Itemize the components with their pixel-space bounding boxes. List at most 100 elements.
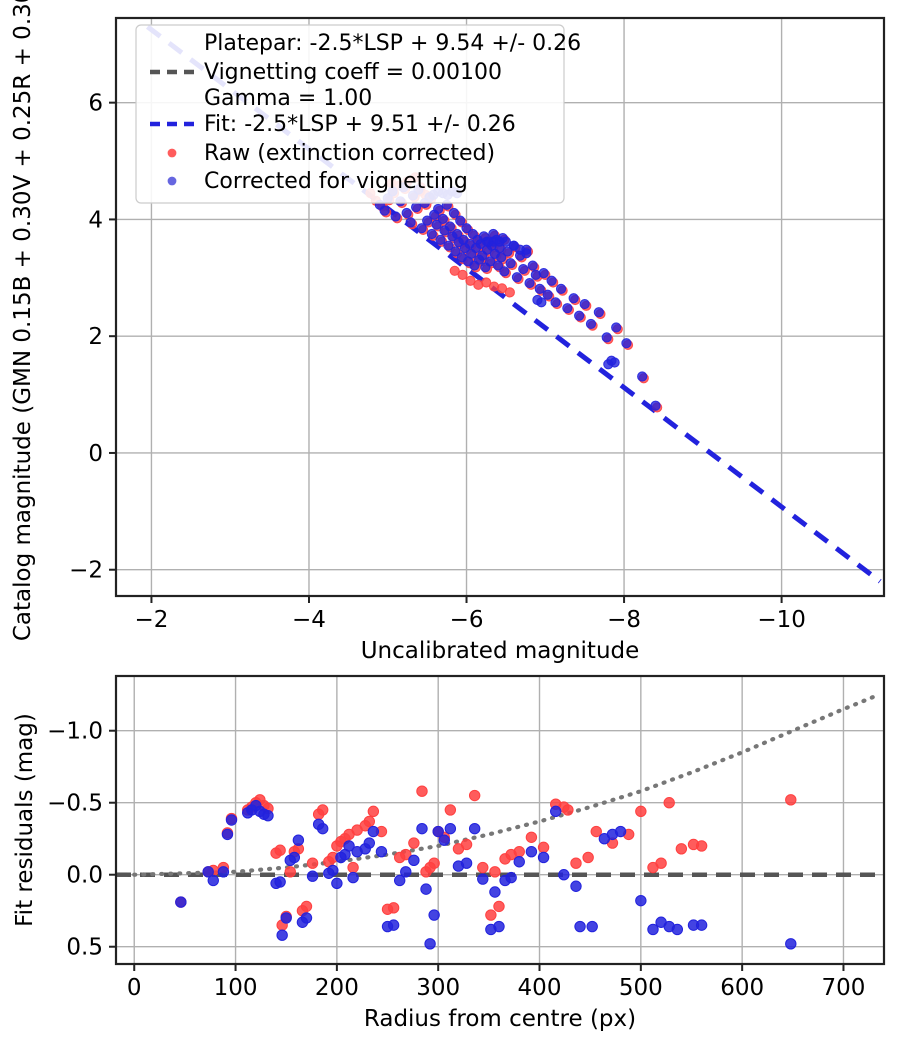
data-point (316, 822, 329, 835)
grid-bottom (116, 676, 884, 964)
data-point (524, 277, 535, 289)
data-point (426, 228, 437, 240)
data-point (316, 804, 329, 816)
data-point (489, 866, 501, 878)
data-point (586, 920, 598, 933)
x-tick-label-top: −10 (757, 607, 806, 633)
y-tick-label-top: 0 (88, 441, 103, 467)
data-point (422, 215, 433, 226)
data-point (585, 318, 597, 330)
data-point (306, 870, 319, 882)
data-point (550, 805, 562, 818)
ticks-bottom: 0 100 200 300 400 500 600 700 0.5 0.0 −0.5 −1.0 (47, 719, 865, 1001)
data-point (288, 851, 301, 864)
data-point (468, 822, 481, 835)
data-point (465, 275, 476, 286)
data-point (481, 236, 493, 247)
data-point (217, 866, 230, 878)
data-point (276, 929, 288, 941)
data-point (460, 857, 473, 869)
data-point (647, 923, 659, 936)
data-point (431, 219, 442, 230)
data-point (443, 240, 454, 251)
data-point (579, 298, 590, 310)
data-point (435, 234, 446, 245)
data-point (570, 857, 582, 869)
legend-label: Platepar: -2.5*LSP + 9.54 +/- 0.26 (204, 31, 581, 56)
y-axis-title-bottom: Fit residuals (mag) (12, 713, 38, 927)
fit-line-group-top (145, 24, 882, 584)
data-point (416, 822, 428, 835)
data-point (411, 202, 422, 213)
data-point (582, 851, 594, 864)
panel-fit-residuals: 0 100 200 300 400 500 600 700 0.5 0.0 −0.5 −1.0 Radi… (12, 674, 886, 1032)
legend-label: Raw (extinction corrected) (204, 141, 495, 166)
x-tick-label-top: −2 (134, 607, 168, 633)
data-point (424, 938, 436, 950)
vignetting-curve (132, 692, 882, 877)
data-point (202, 866, 214, 878)
data-point (331, 877, 343, 890)
data-point (327, 864, 339, 877)
data-point (513, 845, 525, 858)
data-point (518, 263, 529, 275)
x-tick-label-bottom: 600 (720, 975, 764, 1001)
data-point (379, 205, 390, 216)
x-tick-label-bottom: 500 (619, 975, 663, 1001)
y-tick-label-bottom: −0.5 (47, 791, 103, 817)
x-tick-label-top: −6 (450, 607, 484, 633)
data-point (574, 310, 585, 321)
data-point (449, 265, 460, 276)
data-point (590, 825, 602, 838)
data-point (300, 900, 313, 913)
x-tick-label-bottom: 200 (315, 975, 359, 1001)
data-point (343, 840, 355, 852)
data-point (493, 900, 505, 913)
data-point (574, 920, 586, 933)
data-point (695, 840, 708, 852)
y-tick-label-bottom: 0.0 (66, 863, 103, 889)
x-tick-label-bottom: 400 (518, 975, 562, 1001)
data-point (603, 359, 614, 370)
y-tick-label-top: 4 (88, 207, 103, 233)
data-point (207, 874, 219, 887)
x-axis-title-bottom: Radius from centre (px) (364, 1006, 636, 1032)
data-point (593, 307, 604, 318)
data-point (650, 400, 661, 411)
data-point (375, 845, 388, 858)
x-tick-label-top: −8 (607, 607, 641, 633)
data-point (504, 287, 515, 298)
data-point (496, 283, 508, 294)
data-point (363, 837, 375, 849)
data-point (393, 874, 406, 887)
legend-label: Fit: -2.5*LSP + 9.51 +/- 0.26 (204, 112, 516, 137)
data-point (655, 857, 667, 869)
y-tick-label-top: −2 (69, 558, 103, 584)
data-point (785, 794, 797, 806)
data-point (534, 283, 545, 295)
axes-frame-bottom (114, 674, 886, 966)
legend-marker-corrected-dot (167, 176, 177, 186)
data-point (428, 909, 440, 921)
data-point (367, 825, 380, 838)
legend-label: Gamma = 1.00 (204, 86, 372, 111)
y-tick-label-bottom: −1.0 (47, 719, 103, 745)
ticks-top: −2 −4 −6 −8 −10 −2 0 2 4 6 (69, 91, 806, 633)
axes-rect-top (114, 16, 886, 598)
fit-line-top (145, 24, 882, 584)
data-point (568, 293, 579, 304)
data-point (432, 825, 444, 838)
data-point (481, 277, 492, 288)
y-tick-label-top: 6 (88, 91, 103, 117)
data-point (408, 854, 420, 867)
data-point (400, 848, 412, 861)
data-point (450, 246, 461, 257)
data-point (555, 283, 567, 295)
data-point (521, 248, 532, 259)
data-point (444, 804, 457, 816)
data-point (387, 902, 400, 914)
data-point (477, 861, 489, 874)
data-point (461, 223, 472, 234)
